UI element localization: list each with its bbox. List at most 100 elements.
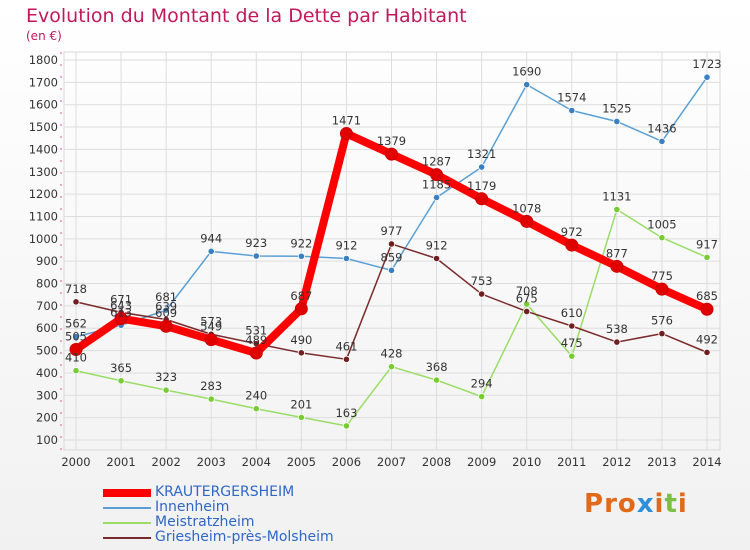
data-label: 1321 xyxy=(467,147,496,161)
y-tick-label: 100 xyxy=(36,433,58,447)
y-tick-label: 1000 xyxy=(29,232,58,246)
x-tick-label: 2006 xyxy=(332,455,361,469)
data-point xyxy=(297,349,305,357)
data-label: 708 xyxy=(516,284,538,298)
data-point xyxy=(523,80,531,89)
data-point xyxy=(432,376,441,384)
data-label: 753 xyxy=(471,274,493,288)
legend-label-griesheim: Griesheim-près-Molsheim xyxy=(155,529,334,545)
data-label: 1287 xyxy=(422,155,451,169)
data-label: 428 xyxy=(381,347,403,361)
data-point xyxy=(162,386,170,394)
legend-swatch-krautergersheim xyxy=(103,489,151,497)
legend-swatch-griesheim xyxy=(103,537,151,539)
data-point xyxy=(430,168,444,182)
y-tick-label: 800 xyxy=(36,277,58,291)
x-tick-label: 2014 xyxy=(692,455,721,469)
proxiti-logo: Proxiti xyxy=(584,489,688,519)
legend-label-krautergersheim: KRAUTERGERSHEIM xyxy=(155,484,295,500)
data-label: 505 xyxy=(65,329,87,343)
data-label: 972 xyxy=(561,225,583,239)
y-tick-label: 1200 xyxy=(29,187,58,201)
axes: 100 200 300 400 500 600 700 800 900 1000 1100 1200 1… xyxy=(29,52,722,469)
data-point xyxy=(565,238,579,252)
data-label: 681 xyxy=(155,290,177,304)
data-point xyxy=(475,192,489,206)
data-label: 1078 xyxy=(512,201,541,215)
data-point xyxy=(520,214,534,228)
data-label: 922 xyxy=(290,236,312,250)
data-point xyxy=(342,254,351,263)
data-label: 609 xyxy=(155,306,177,320)
data-label: 912 xyxy=(426,238,448,252)
legend-label-innenheim: Innenheim xyxy=(155,499,230,515)
data-label: 1179 xyxy=(467,179,496,193)
data-point xyxy=(162,306,170,314)
data-label: 163 xyxy=(335,406,357,420)
data-label: 944 xyxy=(200,231,222,245)
y-tick-label: 900 xyxy=(36,254,58,268)
data-point xyxy=(252,252,260,260)
data-label: 1723 xyxy=(692,57,721,71)
data-label: 687 xyxy=(290,289,312,303)
data-point xyxy=(207,247,215,255)
data-label: 576 xyxy=(651,314,673,328)
data-point xyxy=(568,106,576,115)
y-tick-label: 1400 xyxy=(29,142,58,156)
data-label: 368 xyxy=(426,360,448,374)
x-tick-label: 2007 xyxy=(377,455,406,469)
data-point xyxy=(117,377,125,385)
data-point xyxy=(613,117,621,126)
data-point xyxy=(339,127,353,141)
data-label: 294 xyxy=(471,377,493,391)
y-tick-label: 400 xyxy=(36,366,58,380)
data-point xyxy=(114,312,128,326)
logo-letter: i xyxy=(677,489,688,519)
y-tick-label: 1300 xyxy=(29,165,58,179)
data-label: 923 xyxy=(245,236,267,250)
data-label: 283 xyxy=(200,379,222,393)
data-label: 1436 xyxy=(647,121,676,135)
data-point xyxy=(658,137,666,145)
data-label: 573 xyxy=(200,314,222,328)
data-label: 365 xyxy=(110,361,132,375)
data-point xyxy=(655,282,669,296)
data-label: 410 xyxy=(65,351,87,365)
data-point xyxy=(478,163,486,171)
data-point xyxy=(69,342,83,356)
data-label: 775 xyxy=(651,269,673,283)
data-point xyxy=(252,405,260,413)
data-point xyxy=(568,352,576,360)
data-point xyxy=(385,147,398,161)
data-point xyxy=(703,73,711,81)
logo-letter: x xyxy=(636,489,655,519)
data-label: 490 xyxy=(290,333,312,347)
legend-swatch-meistratzheim xyxy=(103,522,151,524)
data-labels: 562 613 681 944 923 922 912 859 1185 1321 1690 1574… xyxy=(65,57,722,420)
data-label: 549 xyxy=(200,320,222,334)
data-label: 675 xyxy=(516,291,538,305)
logo-letter: o xyxy=(617,489,637,519)
data-point xyxy=(610,259,624,273)
data-label: 613 xyxy=(110,305,132,319)
data-label: 718 xyxy=(65,282,87,296)
data-point xyxy=(294,302,308,316)
data-label: 685 xyxy=(696,289,718,303)
y-tick-label: 1700 xyxy=(29,75,58,89)
data-point xyxy=(72,367,80,375)
data-point xyxy=(387,266,396,274)
data-label: 461 xyxy=(335,339,357,353)
data-label: 643 xyxy=(110,299,132,313)
data-point xyxy=(72,298,80,306)
legend-item-meistratzheim: Meistratzheim xyxy=(103,515,334,530)
data-point xyxy=(478,393,486,401)
data-point xyxy=(342,355,351,363)
y-tick-label: 500 xyxy=(36,344,58,358)
data-label: 1131 xyxy=(602,190,631,204)
data-point xyxy=(658,329,666,338)
data-label: 475 xyxy=(561,336,583,350)
data-label: 877 xyxy=(606,246,628,260)
y-tick-label: 1100 xyxy=(29,209,58,223)
logo-letter: i xyxy=(654,489,665,519)
